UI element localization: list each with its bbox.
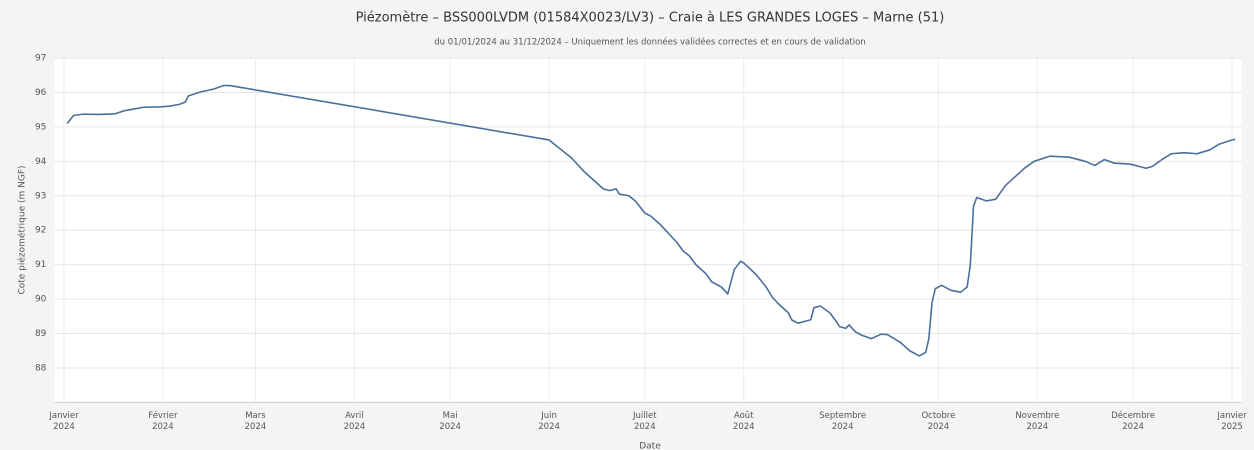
y-tick-label: 96 [35,88,47,98]
x-tick-label: Février 2024 [148,411,178,432]
x-tick-label: Juin 2024 [538,411,560,432]
x-tick-label: Janvier 2025 [1217,411,1247,432]
x-tick-label: Avril 2024 [343,411,366,432]
x-tick-label: Mars 2024 [244,411,267,432]
x-tick-label: Novembre 2024 [1015,411,1060,432]
x-tick-label: Août 2024 [732,411,755,432]
x-axis-title: Date [639,442,661,450]
x-tick-label: Octobre 2024 [921,411,956,432]
y-tick-label: 93 [35,191,46,201]
chart-subtitle: du 01/01/2024 au 31/12/2024 – Uniquement… [434,37,865,48]
y-tick-label: 95 [35,122,46,132]
y-tick-label: 91 [35,260,46,270]
x-tick-label: Janvier 2024 [49,411,79,432]
x-tick-label: Juillet 2024 [633,411,657,432]
chart-title: Piézomètre – BSS000LVDM (01584X0023/LV3)… [356,11,945,26]
x-tick-label: Septembre 2024 [819,411,867,432]
data-line [66,84,1236,357]
y-tick-label: 88 [35,363,47,373]
y-tick-label: 92 [35,226,46,236]
y-tick-label: 94 [35,157,47,167]
y-axis-title: Cote piézométrique (m NGF) [17,165,28,294]
y-tick-label: 97 [35,54,46,64]
y-tick-label: 89 [35,329,47,339]
x-tick-label: Mai 2024 [439,411,461,432]
x-tick-label: Décembre 2024 [1111,411,1156,432]
y-tick-label: 90 [35,295,47,305]
